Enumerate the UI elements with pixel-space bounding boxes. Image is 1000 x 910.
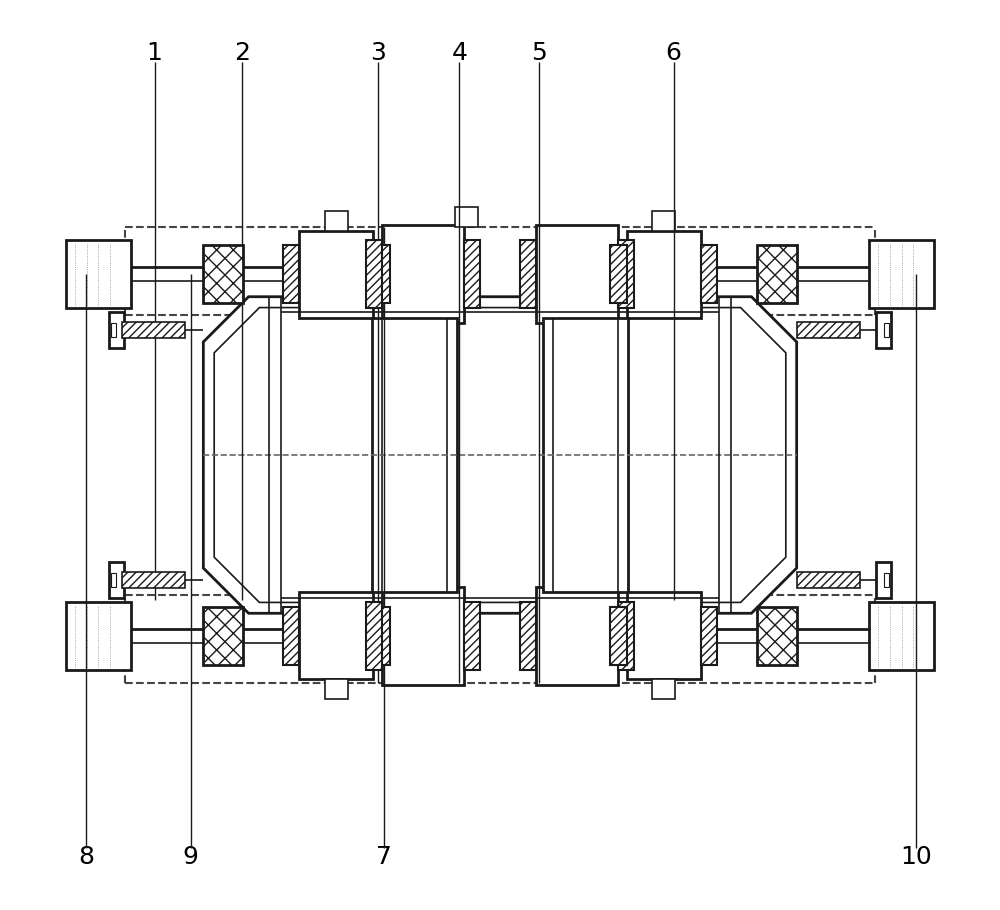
Bar — [536, 587, 618, 684]
Bar — [111, 572, 116, 587]
Bar — [757, 607, 797, 665]
Bar — [455, 207, 478, 228]
Bar — [66, 239, 131, 308]
Bar — [299, 231, 373, 318]
Bar — [543, 318, 628, 592]
Bar — [618, 602, 634, 671]
Text: 9: 9 — [183, 845, 199, 869]
Text: 10: 10 — [900, 845, 932, 869]
Bar — [618, 239, 634, 308]
Bar — [627, 231, 701, 318]
Text: 2: 2 — [234, 41, 250, 65]
Bar — [520, 602, 536, 671]
Bar — [610, 245, 627, 303]
Bar — [382, 587, 464, 684]
Bar — [701, 245, 717, 303]
Bar — [797, 322, 860, 339]
Bar — [884, 572, 889, 587]
Bar — [869, 239, 934, 308]
Bar — [325, 679, 348, 699]
Bar — [797, 571, 860, 588]
Bar — [757, 245, 797, 303]
Bar — [372, 318, 457, 592]
Bar — [122, 322, 185, 339]
Bar — [869, 602, 934, 671]
Text: 3: 3 — [370, 41, 386, 65]
Bar — [66, 602, 131, 671]
Bar — [876, 561, 891, 598]
Bar — [283, 245, 299, 303]
Bar — [109, 312, 124, 349]
Bar — [884, 323, 889, 338]
Bar — [109, 561, 124, 598]
Bar — [203, 607, 243, 665]
Bar — [464, 239, 480, 308]
Bar — [652, 211, 675, 231]
Bar — [652, 679, 675, 699]
Text: 5: 5 — [531, 41, 547, 65]
Bar — [610, 607, 627, 665]
Bar — [366, 239, 382, 308]
Bar — [382, 226, 464, 323]
Bar — [366, 602, 382, 671]
Bar — [203, 245, 243, 303]
Bar — [701, 607, 717, 665]
Text: 6: 6 — [666, 41, 682, 65]
Bar — [627, 592, 701, 679]
Polygon shape — [203, 297, 797, 613]
Bar — [111, 323, 116, 338]
Bar — [283, 607, 299, 665]
Bar — [325, 211, 348, 231]
Bar — [373, 245, 390, 303]
Text: 8: 8 — [78, 845, 94, 869]
Bar — [464, 602, 480, 671]
Text: 7: 7 — [376, 845, 392, 869]
Bar — [299, 592, 373, 679]
Bar — [373, 607, 390, 665]
Bar — [520, 239, 536, 308]
Bar — [876, 312, 891, 349]
Bar — [536, 226, 618, 323]
Text: 4: 4 — [451, 41, 467, 65]
Bar — [122, 571, 185, 588]
Text: 1: 1 — [147, 41, 162, 65]
